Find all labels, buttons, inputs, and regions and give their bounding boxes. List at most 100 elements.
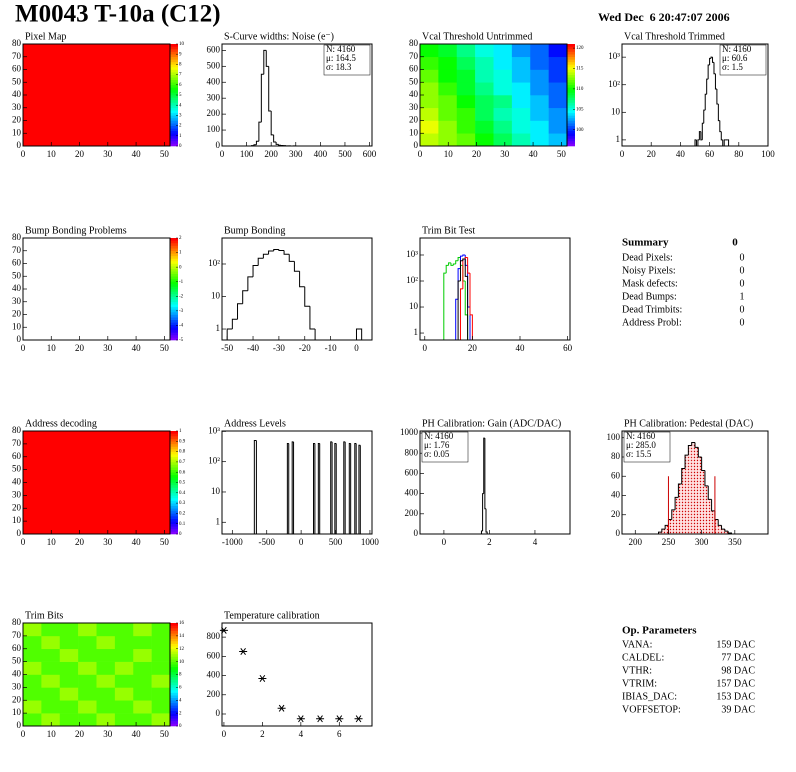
colorbar-step (567, 107, 575, 111)
colorbar-step (170, 697, 178, 701)
colorbar-step (170, 329, 178, 333)
x-tick-label: 50 (160, 729, 170, 739)
y-tick-label: 0 (216, 140, 221, 150)
panel-title: Trim Bits (25, 610, 63, 621)
heatmap-cell (493, 107, 513, 121)
heatmap-cell (456, 82, 476, 96)
histogram-bin (712, 57, 714, 63)
colorbar-step (170, 240, 178, 244)
colorbar-step (170, 497, 178, 501)
histogram-bin (717, 104, 720, 122)
colorbar-step (170, 123, 178, 126)
heatmap-cell (438, 82, 458, 96)
colorbar-step (567, 143, 575, 147)
colorbar-step (170, 268, 178, 272)
heatmap-cell (78, 623, 97, 637)
colorbar-label: 0 (179, 265, 182, 270)
x-tick-label: 20 (75, 729, 85, 739)
y-tick-label: 10 (12, 127, 22, 137)
colorbar-label: -2 (179, 294, 184, 299)
colorbar-step (170, 306, 178, 310)
y-tick-label: 30 (12, 296, 22, 306)
histogram-bin (299, 271, 305, 288)
histogram-bin (677, 483, 682, 498)
colorbar-step (170, 115, 178, 119)
y-tick-label: 30 (12, 681, 22, 691)
heatmap-cell (133, 674, 152, 688)
x-tick-label: 0 (21, 149, 26, 159)
heatmap-cell (59, 700, 79, 714)
y-tick-label: 50 (409, 76, 419, 86)
x-tick-label: 400 (314, 149, 328, 159)
histogram-bin (293, 261, 300, 272)
colorbar-step (567, 51, 575, 55)
histogram-fill (718, 525, 722, 534)
colorbar-step (170, 479, 178, 483)
heatmap-cell (59, 648, 79, 662)
heatmap-cell (511, 69, 531, 83)
colorbar-step (170, 451, 178, 455)
axes-frame (22, 237, 171, 341)
colorbar-step (170, 689, 178, 693)
histogram-bin (293, 441, 314, 535)
heatmap-cell (41, 661, 61, 675)
histogram-bin (452, 263, 456, 266)
y-tick-label: 600 (405, 467, 419, 477)
colorbar-step (170, 723, 178, 727)
heatmap-cell (78, 661, 97, 675)
colorbar-step (170, 477, 178, 481)
colorbar-step (170, 130, 178, 134)
colorbar-step (170, 638, 178, 642)
colorbar-step (170, 59, 178, 63)
colorbar-label: 110 (576, 87, 584, 92)
colorbar-step (567, 138, 575, 142)
colorbar-step (170, 677, 178, 680)
histogram-bin (283, 250, 290, 255)
colorbar-step (170, 671, 178, 675)
colorbar-step (170, 278, 178, 282)
stats-line: σ: 15.5 (626, 449, 652, 459)
y-tick-label: 10³ (406, 249, 418, 259)
summary-title: Summary (622, 237, 669, 249)
histogram-fill (691, 442, 695, 534)
histogram-bin (314, 329, 357, 341)
x-tick-label: 300 (695, 537, 709, 547)
y-tick-label: 30 (12, 489, 22, 499)
x-tick-label: 20 (472, 149, 482, 159)
colorbar-step (567, 112, 575, 116)
colorbar-label: 0 (179, 532, 182, 537)
histogram-bin (671, 509, 676, 520)
y-tick-label: 60 (12, 64, 22, 74)
colorbar-step (170, 487, 178, 491)
colorbar-step (170, 105, 178, 109)
stats-box (623, 431, 671, 463)
colorbar-step (170, 692, 178, 696)
colorbar-step (170, 332, 178, 336)
heatmap-cell (23, 661, 42, 675)
histogram-fill (678, 483, 682, 534)
stats-line: σ: 18.3 (326, 62, 352, 72)
heatmap-cell (114, 648, 134, 662)
histogram-bin (719, 120, 722, 133)
colorbar-step (170, 718, 178, 722)
colorbar-step (170, 503, 178, 506)
heatmap-cell (114, 635, 134, 650)
colorbar-step (170, 266, 178, 269)
colorbar-step (567, 130, 575, 134)
histogram-bin (701, 456, 705, 471)
x-tick-label: 0 (354, 343, 359, 353)
op-label: VOFFSETOP: (622, 704, 681, 715)
histogram-bin (265, 50, 269, 67)
colorbar-step (170, 661, 178, 665)
heatmap-cell (511, 82, 531, 96)
colorbar-step (170, 128, 178, 131)
summary-value: 0 (740, 252, 745, 263)
y-tick-label: 600 (207, 44, 221, 54)
x-tick-label: 50 (160, 149, 170, 159)
heatmap-cell (420, 82, 439, 96)
heatmap-cell (511, 120, 531, 134)
colorbar-step (170, 322, 178, 325)
histogram-bin (467, 257, 470, 274)
colorbar-label: 0.1 (179, 522, 186, 527)
